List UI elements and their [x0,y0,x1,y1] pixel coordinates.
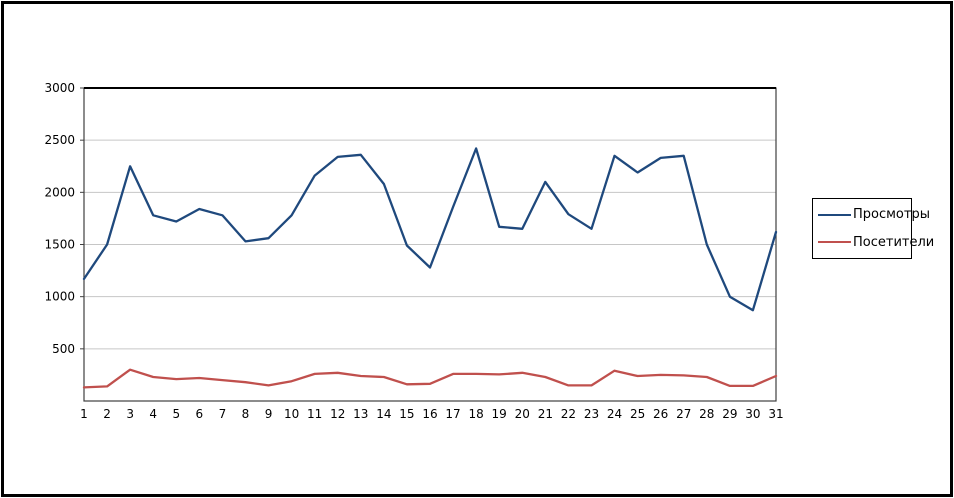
legend: Просмотры Посетители [812,198,934,259]
x-tick-label: 14 [376,407,391,421]
y-tick-label: 1000 [44,290,75,304]
x-tick-label: 22 [561,407,576,421]
x-tick-label: 2 [103,407,111,421]
x-tick-label: 27 [676,407,691,421]
legend-line-sample-visitors [818,241,851,244]
x-tick-label: 4 [149,407,157,421]
x-tick-label: 24 [607,407,622,421]
x-tick-label: 8 [242,407,250,421]
x-tick-label: 19 [492,407,507,421]
series-line-visitors [82,368,778,389]
y-tick-label: 3000 [44,81,75,95]
x-tick-label: 30 [745,407,760,421]
x-tick-label: 7 [219,407,227,421]
x-tick-label: 6 [196,407,204,421]
x-tick-label: 12 [330,407,345,421]
y-tick-label: 500 [52,342,75,356]
x-tick-label: 11 [307,407,322,421]
x-tick-label: 17 [445,407,460,421]
legend-item-views: Просмотры [818,207,930,222]
x-tick-label: 29 [722,407,737,421]
legend-label-views: Просмотры [853,207,930,223]
x-tick-label: 23 [584,407,599,421]
x-tick-label: 13 [353,407,368,421]
legend-line-sample-views [818,213,851,216]
x-tick-label: 3 [126,407,134,421]
x-tick-label: 9 [265,407,273,421]
x-tick-label: 28 [699,407,714,421]
x-tick-label: 15 [399,407,414,421]
x-tick-label: 18 [468,407,483,421]
legend-label-visitors: Посетители [853,234,935,250]
x-tick-label: 10 [284,407,299,421]
y-tick-label: 2000 [44,185,75,199]
series-line-views [82,147,778,312]
x-tick-label: 31 [768,407,783,421]
legend-item-visitors: Посетители [818,235,934,250]
y-tick-label: 2500 [44,133,75,147]
x-tick-label: 16 [422,407,437,421]
x-tick-label: 20 [515,407,530,421]
x-tick-label: 1 [80,407,88,421]
x-tick-label: 25 [630,407,645,421]
x-tick-label: 21 [538,407,553,421]
x-tick-label: 5 [172,407,180,421]
x-tick-label: 26 [653,407,668,421]
y-tick-label: 1500 [44,238,75,252]
